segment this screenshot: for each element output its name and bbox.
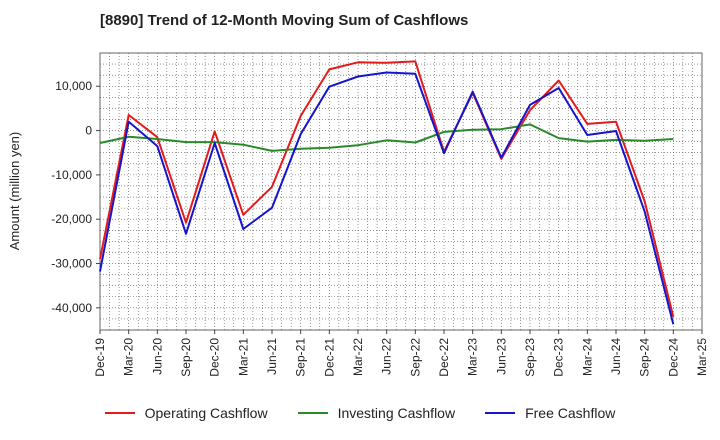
legend-label-operating: Operating Cashflow (144, 405, 268, 421)
y-tick-label: 10,000 (55, 79, 92, 93)
y-tick-label: -30,000 (51, 257, 92, 271)
x-tick-label: Jun-20 (150, 338, 164, 375)
y-tick-label: -40,000 (51, 301, 92, 315)
series-lines (99, 60, 675, 325)
x-tick-label: Jun-23 (494, 338, 508, 375)
y-axis-label: Amount (million yen) (7, 132, 22, 251)
legend-label-investing: Investing Cashflow (337, 405, 456, 421)
vertical-grid (109, 53, 693, 330)
x-axis-ticks: Dec-19 Mar-20 Jun-20 Sep-20 Dec-20 Mar-21 Jun-… (93, 330, 709, 377)
legend-item-free-cashflow: Free Cashflow (485, 405, 615, 421)
x-tick-label: Mar-23 (466, 338, 480, 376)
legend-swatch-operating (104, 412, 135, 414)
x-tick-label: Dec-24 (666, 338, 680, 377)
x-tick-label: Jun-22 (380, 338, 394, 375)
legend-swatch-free (485, 412, 516, 414)
x-tick-label: Mar-22 (351, 338, 365, 376)
y-tick-label: 0 (85, 124, 92, 138)
legend-item-operating-cashflow: Operating Cashflow (104, 405, 268, 421)
x-tick-label: Sep-23 (523, 338, 537, 377)
x-tick-label: Dec-20 (208, 338, 222, 377)
x-tick-label: Dec-23 (552, 338, 566, 377)
x-tick-label: Dec-19 (93, 338, 107, 377)
series-line-investing-cashflow (99, 123, 674, 152)
x-tick-label: Sep-21 (294, 338, 308, 377)
x-tick-label: Mar-24 (580, 338, 594, 376)
x-tick-label: Sep-22 (408, 338, 422, 377)
y-tick-label: -10,000 (51, 168, 92, 182)
x-tick-label: Mar-21 (236, 338, 250, 376)
legend: Operating Cashflow Investing Cashflow Fr… (0, 405, 720, 421)
x-tick-label: Jun-24 (609, 338, 623, 375)
plot-area (99, 52, 703, 331)
x-tick-label: Mar-25 (695, 338, 709, 376)
x-tick-label: Jun-21 (265, 338, 279, 375)
legend-label-free: Free Cashflow (525, 405, 616, 421)
x-tick-label: Mar-20 (122, 338, 136, 376)
x-tick-label: Dec-22 (437, 338, 451, 377)
x-tick-label: Sep-20 (179, 338, 193, 377)
y-tick-label: -20,000 (51, 212, 92, 226)
series-line-operating-cashflow (99, 60, 675, 317)
y-axis-ticks: 10,000 0 -10,000 -20,000 -30,000 -40,000 (51, 79, 100, 315)
x-tick-label: Dec-21 (322, 338, 336, 377)
legend-swatch-investing (297, 412, 328, 414)
series-line-free-cashflow (99, 71, 675, 325)
chart-title: [8890] Trend of 12-Month Moving Sum of C… (100, 12, 469, 29)
x-tick-label: Sep-24 (638, 338, 652, 377)
legend-item-investing-cashflow: Investing Cashflow (297, 405, 456, 421)
